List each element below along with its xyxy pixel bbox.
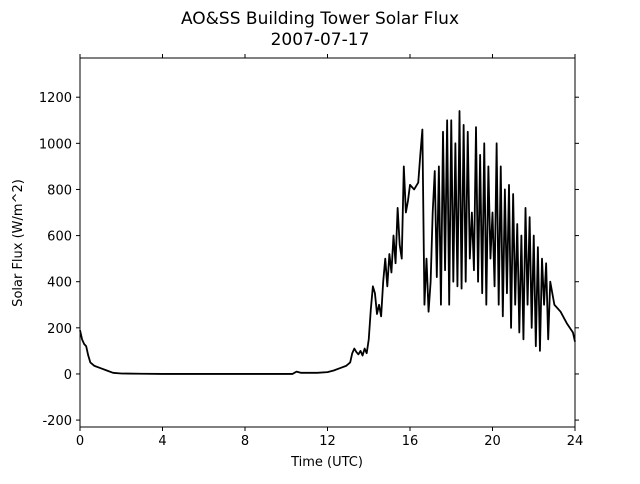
y-axis-label: Solar Flux (W/m^2) <box>11 179 26 307</box>
chart-subtitle: 2007-07-17 <box>271 30 370 50</box>
y-tick-label: 1200 <box>39 91 72 106</box>
y-tick-label: -200 <box>42 414 72 429</box>
x-tick-label: 24 <box>567 434 584 449</box>
data-line <box>79 110 576 375</box>
chart-title: AO&SS Building Tower Solar Flux <box>181 9 459 29</box>
y-tick-label: 400 <box>47 276 72 291</box>
x-tick-label: 16 <box>402 434 419 449</box>
x-tick-label: 20 <box>484 434 501 449</box>
x-axis-label: Time (UTC) <box>290 455 363 470</box>
y-tick-label: 200 <box>47 322 72 337</box>
y-tick-label: 1000 <box>39 137 72 152</box>
y-tick-label: 800 <box>47 183 72 198</box>
x-tick-label: 0 <box>76 434 84 449</box>
x-tick-label: 8 <box>241 434 249 449</box>
x-tick-label: 4 <box>158 434 166 449</box>
y-tick-label: 600 <box>47 230 72 245</box>
y-tick-label: 0 <box>64 368 72 383</box>
x-tick-label: 12 <box>319 434 336 449</box>
